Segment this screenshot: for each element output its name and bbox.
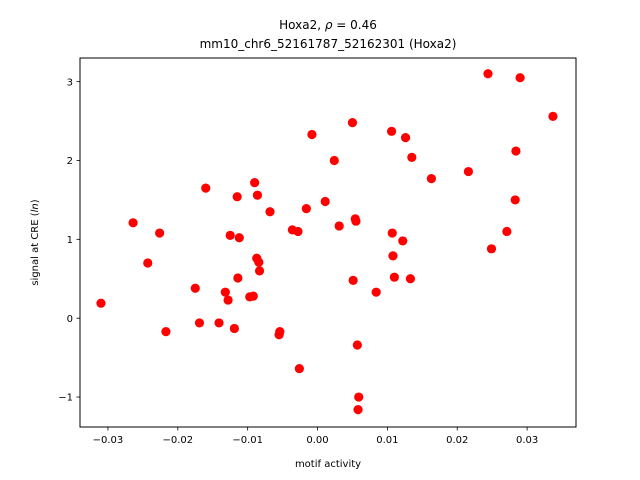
data-point [389, 272, 399, 282]
data-point [254, 257, 264, 267]
data-point [128, 218, 138, 228]
plot-frame [79, 57, 577, 428]
x-tick-label: −0.02 [162, 435, 193, 446]
data-point [407, 152, 417, 162]
data-point [371, 287, 381, 297]
data-point [347, 118, 358, 128]
data-point [96, 298, 106, 308]
data-point [275, 327, 285, 337]
data-point [320, 196, 330, 207]
data-point [387, 228, 397, 238]
data-point [201, 183, 211, 193]
x-axis-label: motif activity [295, 459, 361, 470]
data-point [405, 274, 416, 284]
data-point [426, 174, 436, 184]
data-point [400, 133, 411, 143]
data-point [515, 73, 525, 83]
data-point [143, 258, 153, 268]
data-point [348, 275, 358, 285]
chart-subtitle: mm10_chr6_52161787_52162301 (Hoxa2) [200, 37, 457, 51]
data-point [334, 221, 344, 231]
data-point [388, 251, 398, 261]
x-tick-label: 0.03 [516, 435, 538, 446]
data-point [486, 244, 497, 254]
points-layer [96, 69, 558, 415]
data-point [220, 287, 230, 297]
x-tick-label: 0.02 [446, 435, 468, 446]
y-tick-label: 1 [67, 235, 73, 246]
data-point [265, 207, 275, 217]
y-tick-label: −1 [58, 393, 73, 404]
data-point [194, 318, 205, 328]
data-point [463, 166, 474, 177]
data-point [229, 323, 239, 334]
x-tick-label: −0.03 [93, 435, 124, 446]
x-axis-ticks: −0.03 −0.02 −0.01 0.00 0.01 0.02 0.03 [93, 427, 538, 446]
data-point [252, 190, 263, 200]
data-point [234, 233, 244, 243]
data-point [232, 192, 242, 202]
x-tick-label: 0.01 [376, 435, 398, 446]
data-point [502, 226, 512, 237]
x-tick-label: 0.00 [306, 435, 328, 446]
data-point [329, 155, 339, 166]
data-point [248, 291, 258, 301]
data-point [225, 230, 235, 240]
data-point [386, 126, 397, 136]
data-point [351, 216, 361, 226]
data-point [223, 295, 233, 305]
data-point [233, 273, 243, 283]
y-tick-label: 2 [67, 156, 73, 167]
data-point [294, 364, 304, 374]
data-point [155, 228, 165, 238]
data-point [307, 129, 317, 140]
data-point [301, 204, 311, 214]
data-point [353, 405, 363, 415]
y-axis-ticks: −1 0 1 2 3 [58, 77, 80, 404]
y-tick-label: 3 [67, 77, 73, 88]
y-axis-label: signal at CRE (ln) [30, 199, 41, 285]
data-point [254, 266, 265, 276]
data-point [511, 146, 521, 156]
data-point [398, 236, 408, 246]
data-point [250, 177, 260, 188]
x-tick-label: −0.01 [232, 435, 263, 446]
data-point [214, 318, 224, 328]
data-point [354, 392, 364, 402]
y-tick-label: 0 [67, 314, 73, 325]
data-point [352, 340, 362, 350]
data-point [293, 226, 303, 237]
data-point [548, 111, 558, 121]
chart-title: Hoxa2, ρ = 0.46 [279, 18, 377, 32]
data-point [190, 283, 200, 293]
data-point [510, 195, 520, 205]
data-point [161, 327, 171, 337]
data-point [483, 69, 493, 79]
